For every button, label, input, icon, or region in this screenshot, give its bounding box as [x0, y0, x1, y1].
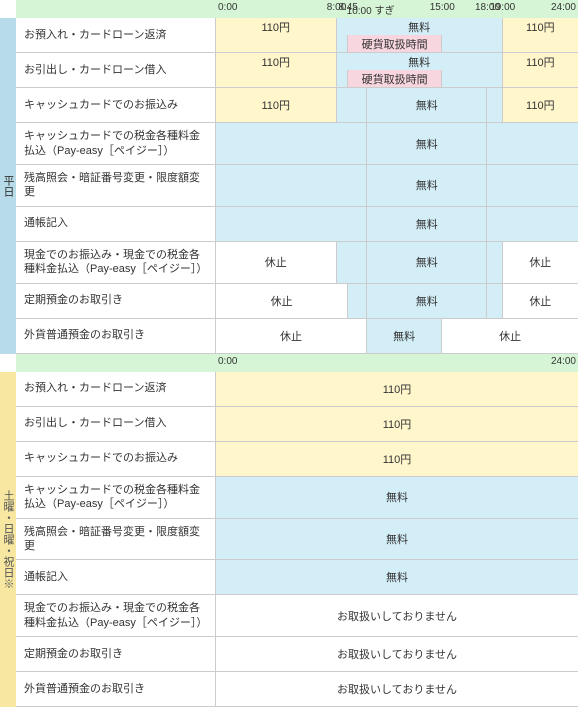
- service-row: 通帳記入 無料: [16, 207, 578, 242]
- time-segment: 無料: [216, 477, 578, 518]
- time-segment: 硬貨取扱時間: [348, 70, 442, 87]
- day-type-label: 土曜・日曜・祝日※: [0, 372, 16, 707]
- service-label: 定期預金のお取引き: [16, 284, 216, 318]
- time-segment: 無料: [367, 319, 442, 353]
- service-label: キャッシュカードでの税金各種料金払込（Pay-easy［ペイジー］）: [16, 477, 216, 518]
- service-label: 通帳記入: [16, 207, 216, 241]
- time-segment: 110円: [216, 88, 337, 122]
- service-label: 現金でのお振込み・現金での税金各種料金払込（Pay-easy［ペイジー］）: [16, 595, 216, 636]
- service-label: お引出し・カードローン借入: [16, 53, 216, 87]
- time-segment: [487, 284, 502, 318]
- time-segment: [442, 35, 502, 52]
- time-segment: 110円: [216, 53, 337, 70]
- time-segment: 110円: [216, 407, 578, 441]
- time-segment: [348, 284, 367, 318]
- time-segment: [487, 123, 578, 164]
- service-label: キャッシュカードでの税金各種料金払込（Pay-easy［ペイジー］）: [16, 123, 216, 164]
- service-label: 現金でのお振込み・現金での税金各種料金払込（Pay-easy［ペイジー］）: [16, 242, 216, 283]
- time-segment: お取扱いしておりません: [216, 672, 578, 706]
- time-segment: 休止: [503, 284, 578, 318]
- service-row: 外貨普通預金のお取引き休止無料休止: [16, 319, 578, 354]
- time-segment: 110円: [503, 53, 578, 70]
- time-segment: 無料: [367, 88, 488, 122]
- service-label: 残高照会・暗証番号変更・限度額変更: [16, 519, 216, 560]
- time-segment: [503, 35, 578, 52]
- time-segment: 無料: [367, 165, 488, 206]
- time-segment: 無料: [337, 18, 503, 35]
- service-label: お預入れ・カードローン返済: [16, 18, 216, 52]
- time-segment: 110円: [216, 18, 337, 35]
- time-segment: お取扱いしておりません: [216, 595, 578, 636]
- time-segment: 110円: [503, 18, 578, 35]
- time-segment: 無料: [216, 560, 578, 594]
- service-label: 外貨普通預金のお取引き: [16, 672, 216, 706]
- service-label: 定期預金のお取引き: [16, 637, 216, 671]
- service-row: 定期預金のお取引きお取扱いしておりません: [16, 637, 578, 672]
- time-segment: [216, 207, 367, 241]
- time-segment: [487, 165, 578, 206]
- time-segment: [337, 88, 367, 122]
- service-label: 残高照会・暗証番号変更・限度額変更: [16, 165, 216, 206]
- service-row: 定期預金のお取引き休止無料休止: [16, 284, 578, 319]
- time-segment: 休止: [503, 242, 578, 283]
- service-row: 通帳記入無料: [16, 560, 578, 595]
- time-segment: 無料: [367, 242, 488, 283]
- time-segment: 休止: [442, 319, 578, 353]
- service-row: 残高照会・暗証番号変更・限度額変更 無料: [16, 165, 578, 207]
- time-segment: [337, 35, 349, 52]
- time-segment: 110円: [216, 442, 578, 476]
- service-label: キャッシュカードでのお振込み: [16, 442, 216, 476]
- time-segment: 110円: [503, 88, 578, 122]
- time-segment: [487, 207, 578, 241]
- service-row: キャッシュカードでのお振込み110円無料110円: [16, 88, 578, 123]
- time-segment: [216, 70, 337, 87]
- time-segment: [487, 242, 502, 283]
- time-segment: [216, 165, 367, 206]
- time-segment: お取扱いしておりません: [216, 637, 578, 671]
- service-row: キャッシュカードでのお振込み110円: [16, 442, 578, 477]
- service-row: キャッシュカードでの税金各種料金払込（Pay-easy［ペイジー］） 無料: [16, 123, 578, 165]
- service-row: キャッシュカードでの税金各種料金払込（Pay-easy［ペイジー］）無料: [16, 477, 578, 519]
- service-row: お預入れ・カードローン返済110円: [16, 372, 578, 407]
- service-label: キャッシュカードでのお振込み: [16, 88, 216, 122]
- service-label: お預入れ・カードローン返済: [16, 372, 216, 406]
- time-segment: [216, 35, 337, 52]
- time-segment: [216, 123, 367, 164]
- service-row: 外貨普通預金のお取引きお取扱いしておりません: [16, 672, 578, 707]
- service-row: お引出し・カードローン借入110円無料110円硬貨取扱時間: [16, 53, 578, 88]
- time-segment: 硬貨取扱時間: [348, 35, 442, 52]
- service-row: 現金でのお振込み・現金での税金各種料金払込（Pay-easy［ペイジー］）休止無…: [16, 242, 578, 284]
- time-segment: 休止: [216, 284, 348, 318]
- time-segment: 休止: [216, 242, 337, 283]
- day-type-label: 平日: [0, 18, 16, 354]
- service-row: 現金でのお振込み・現金での税金各種料金払込（Pay-easy［ペイジー］）お取扱…: [16, 595, 578, 637]
- time-segment: 無料: [337, 53, 503, 70]
- time-segment: 110円: [216, 372, 578, 406]
- time-segment: [337, 242, 367, 283]
- time-segment: [337, 70, 349, 87]
- service-row: 残高照会・暗証番号変更・限度額変更無料: [16, 519, 578, 561]
- service-label: 外貨普通預金のお取引き: [16, 319, 216, 353]
- service-row: お預入れ・カードローン返済110円無料110円硬貨取扱時間: [16, 18, 578, 53]
- service-label: 通帳記入: [16, 560, 216, 594]
- time-segment: 無料: [367, 284, 488, 318]
- time-segment: 休止: [216, 319, 367, 353]
- service-label: お引出し・カードローン借入: [16, 407, 216, 441]
- timeline-header: 0:008:008:4510:00 すぎ15:0018:0019:0024:00: [216, 0, 578, 18]
- time-segment: 無料: [367, 207, 488, 241]
- time-segment: [503, 70, 578, 87]
- time-segment: [487, 88, 502, 122]
- service-row: お引出し・カードローン借入110円: [16, 407, 578, 442]
- time-segment: 無料: [367, 123, 488, 164]
- timeline-header: 0:0024:00: [216, 354, 578, 372]
- time-segment: 無料: [216, 519, 578, 560]
- time-segment: [442, 70, 502, 87]
